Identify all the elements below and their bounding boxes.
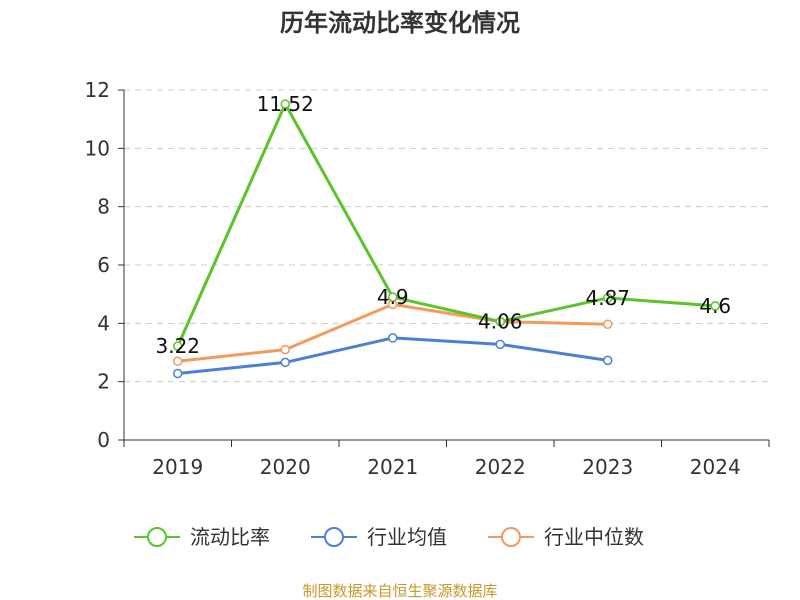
y-tick-label: 0 xyxy=(97,428,110,452)
y-tick-label: 2 xyxy=(97,370,110,394)
data-point xyxy=(603,293,613,303)
source-note: 制图数据来自恒生聚源数据库 xyxy=(302,582,497,600)
data-point xyxy=(603,319,613,329)
x-tick-label: 2021 xyxy=(367,455,418,479)
legend-marker xyxy=(147,527,167,547)
data-point xyxy=(173,341,183,351)
x-tick-label: 2020 xyxy=(260,455,311,479)
data-point xyxy=(603,355,613,366)
data-point xyxy=(710,301,720,311)
data-label: 4.9 xyxy=(377,285,409,309)
data-point xyxy=(388,333,398,343)
legend-label: 行业中位数 xyxy=(544,525,644,549)
data-point xyxy=(495,339,505,350)
data-point xyxy=(173,368,183,379)
legend-marker xyxy=(324,527,344,547)
data-label: 4.87 xyxy=(585,286,630,310)
y-tick-label: 4 xyxy=(97,311,110,335)
y-tick-label: 8 xyxy=(97,195,110,219)
data-point xyxy=(173,356,183,366)
chart-title: 历年流动比率变化情况 xyxy=(280,9,520,37)
data-labels: 3.22 11.52 4.9 4.06 4.87 4.6 xyxy=(155,92,731,358)
data-point xyxy=(280,99,290,109)
x-tick-label: 2023 xyxy=(582,455,633,479)
data-label: 4.6 xyxy=(699,294,731,318)
legend: 流动比率 行业均值 行业中位数 xyxy=(134,525,644,549)
data-point xyxy=(388,292,398,302)
legend-marker xyxy=(501,527,521,547)
grid xyxy=(124,89,769,383)
legend-label: 流动比率 xyxy=(190,525,270,549)
data-label: 4.06 xyxy=(478,310,523,334)
x-tick-label: 2022 xyxy=(475,455,526,479)
y-tick-label: 10 xyxy=(85,136,110,160)
x-tick-label: 2024 xyxy=(690,455,741,479)
y-tick-label: 6 xyxy=(97,253,110,277)
axes: 0 2 4 6 8 10 12 2019 2020 2021 2022 2023 2024 xyxy=(85,78,770,479)
data-label: 3.22 xyxy=(155,334,200,358)
data-label: 11.52 xyxy=(257,92,314,116)
series-group xyxy=(173,99,720,379)
series-line xyxy=(176,102,716,347)
data-point xyxy=(280,357,290,368)
legend-label: 行业均值 xyxy=(367,525,447,549)
x-tick-label: 2019 xyxy=(152,455,203,479)
y-tick-label: 12 xyxy=(85,78,110,102)
data-point xyxy=(495,316,505,327)
data-point xyxy=(280,344,290,355)
